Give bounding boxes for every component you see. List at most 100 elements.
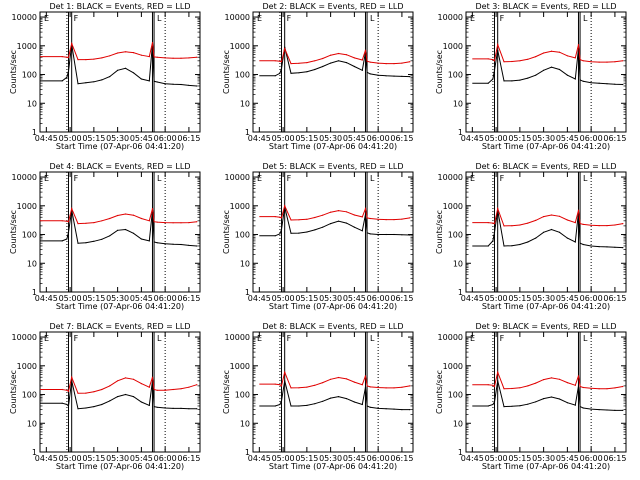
x-tick-label: 05:15 — [295, 294, 318, 303]
y-tick-label: 1 — [458, 448, 463, 457]
flag-label: E — [257, 334, 262, 343]
events-point — [511, 245, 513, 247]
lld-point — [598, 225, 600, 227]
x-tick-label: 05:00 — [272, 294, 295, 303]
lld-point — [487, 384, 489, 386]
lld-point — [582, 60, 584, 62]
events-point — [274, 405, 276, 407]
events-point — [284, 46, 286, 48]
x-tick-label: 04:45 — [35, 134, 58, 143]
lld-point — [503, 388, 505, 390]
lld-point — [148, 56, 150, 58]
events-point — [148, 404, 150, 406]
events-point — [280, 228, 283, 231]
events-point — [290, 72, 292, 74]
y-axis-label: Counts/sec — [435, 210, 444, 254]
y-tick-label: 1 — [32, 288, 37, 297]
y-tick-label: 1000 — [230, 362, 250, 371]
events-point — [140, 238, 142, 240]
events-point — [101, 79, 103, 81]
lld-point — [535, 219, 537, 221]
lld-point — [543, 216, 545, 218]
lld-point — [164, 389, 166, 391]
x-tick-label: 06:00 — [367, 454, 390, 463]
events-point — [306, 404, 308, 406]
events-point — [401, 234, 403, 236]
events-point — [172, 243, 174, 245]
lld-point — [314, 60, 316, 62]
lld-point — [377, 62, 379, 64]
events-point — [614, 409, 616, 411]
events-point — [369, 406, 371, 408]
events-point — [377, 74, 379, 76]
x-tick-label: 06:00 — [367, 134, 390, 143]
events-point — [393, 408, 395, 410]
x-axis-label: Start Time (07-Apr-06 04:41:20) — [269, 142, 397, 151]
x-tick-label: 05:30 — [319, 454, 342, 463]
x-tick-label: 05:30 — [532, 294, 555, 303]
lld-point — [401, 218, 403, 220]
x-tick-label: 04:45 — [248, 134, 271, 143]
lld-point — [622, 385, 624, 388]
lld-point — [109, 55, 111, 57]
lld-point — [497, 371, 499, 373]
lld-point — [364, 375, 367, 377]
y-tick-label: 10 — [453, 419, 463, 428]
lld-point — [606, 61, 608, 63]
events-point — [503, 406, 505, 408]
events-point — [361, 69, 363, 71]
events-point — [153, 80, 155, 82]
lld-point — [493, 385, 496, 388]
panel-title: Det 8: BLACK = Events, RED = LLD — [263, 322, 404, 331]
lld-point — [364, 208, 367, 210]
events-point — [614, 83, 616, 85]
panel-title: Det 2: BLACK = Events, RED = LLD — [263, 2, 404, 11]
lld-point — [579, 385, 581, 388]
y-tick-label: 10000 — [438, 13, 463, 22]
events-point — [574, 404, 576, 406]
lld-point — [322, 382, 324, 384]
events-point — [196, 408, 198, 410]
x-tick-label: 06:00 — [154, 294, 177, 303]
y-tick-label: 10000 — [438, 173, 463, 182]
x-tick-label: 05:45 — [130, 134, 153, 143]
x-tick-label: 05:30 — [106, 294, 129, 303]
y-tick-label: 10 — [240, 419, 250, 428]
events-point — [109, 400, 111, 402]
lld-point — [180, 388, 182, 390]
lld-point — [401, 386, 403, 388]
lld-point — [401, 62, 403, 64]
plot-frame — [465, 331, 627, 453]
y-axis-label: Counts/sec — [435, 50, 444, 94]
events-point — [493, 231, 496, 233]
events-point — [377, 407, 379, 409]
y-tick-label: 100 — [448, 391, 463, 400]
plot-frame — [465, 171, 627, 293]
lld-point — [290, 219, 292, 221]
y-tick-label: 100 — [448, 231, 463, 240]
x-tick-label: 05:45 — [130, 454, 153, 463]
lld-point — [487, 222, 489, 224]
y-tick-label: 100 — [235, 71, 250, 80]
events-point — [366, 232, 368, 234]
y-tick-label: 100 — [22, 71, 37, 80]
events-point — [558, 398, 561, 400]
lld-point — [117, 380, 119, 382]
lld-point — [280, 385, 283, 387]
flag-label: L — [370, 14, 375, 23]
lld-point — [284, 48, 286, 50]
y-tick-label: 10 — [27, 259, 37, 268]
x-tick-label: 05:30 — [532, 134, 555, 143]
lld-point — [101, 220, 103, 222]
lld-point — [314, 216, 316, 219]
panel-det-2: Det 2: BLACK = Events, RED = LLD 1 10 100 10… — [222, 2, 414, 151]
flag-label: L — [583, 334, 588, 343]
events-point — [61, 402, 63, 404]
lld-point — [345, 378, 348, 380]
lld-point — [385, 387, 387, 389]
events-point — [93, 406, 95, 408]
x-tick-label: 06:15 — [603, 134, 626, 143]
events-point — [279, 233, 281, 235]
lld-point — [280, 61, 283, 63]
